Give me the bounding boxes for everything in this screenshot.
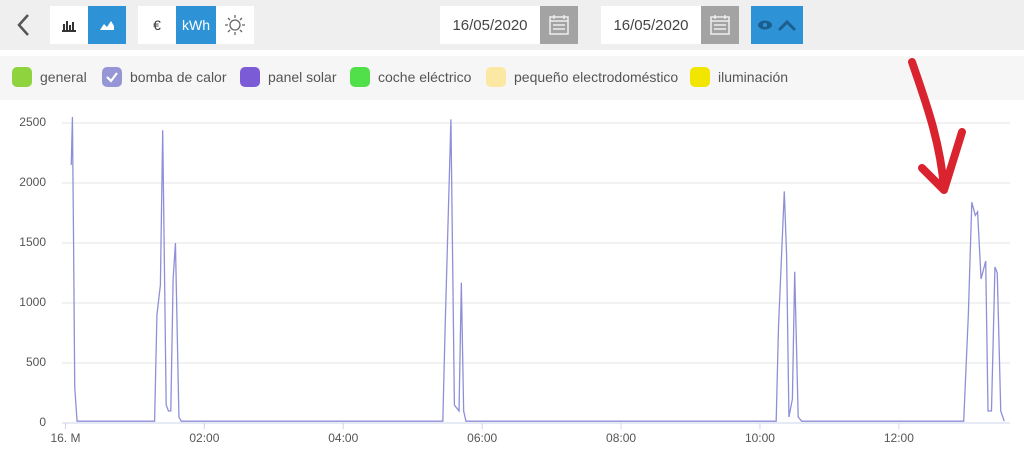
check-mark [106,72,118,83]
solar-button[interactable] [216,6,254,44]
bar-chart-button[interactable] [50,6,88,44]
legend-label: coche eléctrico [378,69,472,85]
legend-item[interactable]: iluminación [690,67,788,87]
legend: general bomba de calor panel solar coche el… [0,56,1024,100]
legend-swatch[interactable] [12,67,32,87]
legend-swatch[interactable] [350,67,370,87]
x-tick-label: 02:00 [189,431,219,445]
toolbar: € kWh 16/05/2020 16/05/2020 [0,0,1024,50]
date-to[interactable]: 16/05/2020 [601,6,701,44]
y-tick-label: 1000 [19,295,46,309]
currency-button[interactable]: € [138,6,176,44]
y-tick-label: 2000 [19,175,46,189]
legend-swatch[interactable] [486,67,506,87]
legend-item[interactable]: bomba de calor [102,67,227,87]
y-tick-label: 500 [26,355,46,369]
x-tick-label: 04:00 [328,431,358,445]
annotation-arrow [908,58,966,194]
x-tick-label: 08:00 [606,431,636,445]
y-tick-label: 2500 [19,115,46,129]
area-chart-button[interactable] [88,6,126,44]
legend-item[interactable]: coche eléctrico [350,67,471,87]
legend-label: iluminación [718,69,789,85]
x-tick-label: 06:00 [467,431,497,445]
legend-item[interactable]: panel solar [240,67,337,87]
data-line [70,116,1005,422]
legend-label: bomba de calor [130,69,227,85]
kwh-button[interactable]: kWh [176,6,216,44]
calendar-button[interactable] [540,6,578,44]
chart: 0 500 1000 1500 2000 2500 16. M 02:00 04:00 06:00… [19,115,1010,445]
calendar-button[interactable] [701,6,739,44]
x-tick-label: 10:00 [745,431,775,445]
y-tick-label: 0 [39,415,46,429]
legend-label: general [40,69,87,85]
visibility-toggle[interactable] [751,6,803,44]
x-tick-label: 12:00 [884,431,914,445]
y-tick-label: 1500 [19,235,46,249]
x-tick-label: 16. M [50,431,80,445]
legend-swatch[interactable] [240,67,260,87]
legend-label: panel solar [268,69,337,85]
back-button[interactable] [14,12,34,38]
date-from[interactable]: 16/05/2020 [440,6,540,44]
legend-item[interactable]: pequeño electrodoméstico [486,67,678,87]
legend-item[interactable]: general [12,67,87,87]
legend-swatch[interactable] [690,67,710,87]
legend-label: pequeño electrodoméstico [514,69,679,85]
legend-swatch[interactable] [102,67,122,87]
